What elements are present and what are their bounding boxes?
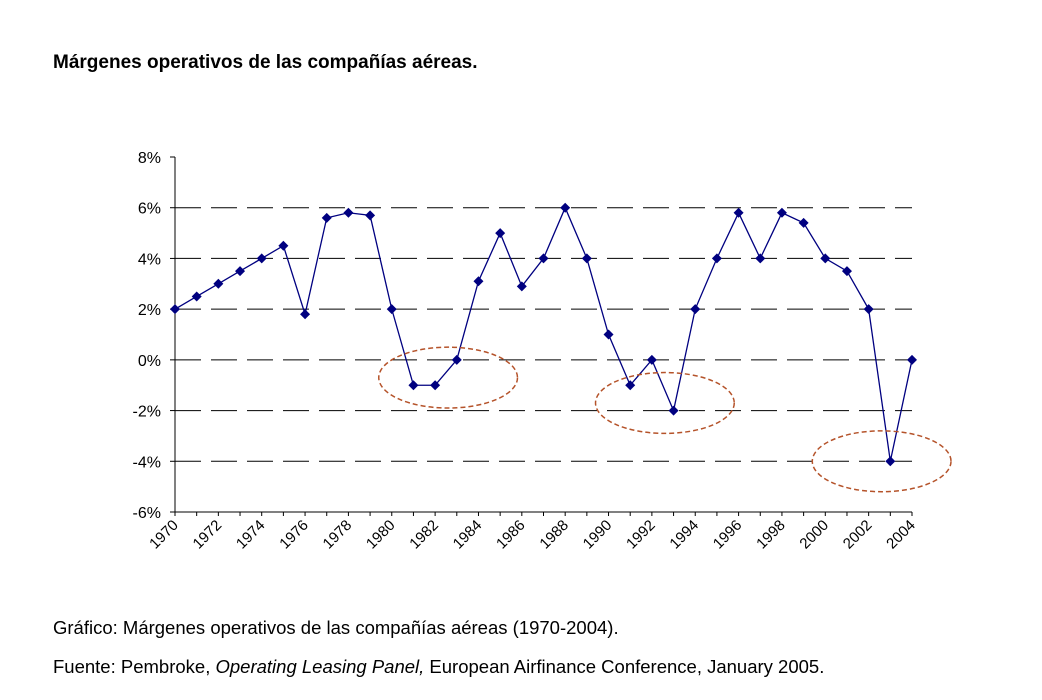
figure-caption: Gráfico: Márgenes operativos de las comp… (53, 617, 619, 638)
x-tick-label: 1982 (406, 517, 442, 553)
data-point (343, 207, 354, 218)
y-tick-label: 8% (138, 150, 161, 167)
data-point (711, 253, 722, 264)
data-point (646, 354, 657, 365)
source-prefix: Fuente: Pembroke, (53, 656, 216, 677)
data-point (321, 212, 332, 223)
x-tick-label: 1972 (190, 517, 226, 553)
data-point (451, 354, 462, 365)
source-italic: Operating Leasing Panel, (215, 656, 425, 677)
data-point (581, 253, 592, 264)
data-point (278, 240, 289, 251)
y-tick-label: -4% (133, 454, 161, 471)
y-tick-labels: 8% 6% 4% 2% 0% -2% -4% -6% (133, 150, 161, 522)
source-suffix: European Airfinance Conference, January … (424, 656, 825, 677)
data-point (170, 304, 180, 315)
source-caption: Fuente: Pembroke, Operating Leasing Pane… (53, 656, 824, 678)
y-tick-label: 6% (138, 201, 161, 218)
data-point (213, 278, 224, 289)
data-point (841, 266, 852, 277)
data-point (473, 276, 484, 287)
highlight-ellipse (811, 430, 952, 493)
x-tick-label: 2000 (797, 517, 833, 553)
x-tick-label: 1990 (580, 517, 616, 553)
x-tick-label: 1992 (623, 517, 659, 553)
data-point (300, 309, 311, 320)
chart-title: Márgenes operativos de las compañías aér… (53, 52, 478, 73)
series (170, 202, 917, 467)
x-tick-label: 1998 (753, 517, 789, 553)
data-point (495, 228, 506, 239)
data-point (191, 291, 202, 302)
data-point (776, 207, 787, 218)
data-point (863, 304, 874, 315)
y-tick-label: -6% (133, 505, 161, 522)
data-point (798, 217, 809, 228)
x-tick-label: 1974 (233, 517, 269, 553)
x-tick-label: 1994 (666, 517, 702, 553)
y-tick-label: 0% (138, 353, 161, 370)
data-point (430, 380, 441, 391)
data-point (365, 210, 376, 221)
data-point (907, 354, 917, 365)
data-point (538, 253, 549, 264)
data-point (820, 253, 831, 264)
x-tick-labels: 1970 1972 1974 1976 1978 1980 1982 1984 1986 1988… (146, 517, 919, 553)
axes (170, 156, 913, 516)
x-tick-label: 1970 (146, 517, 182, 553)
data-point (603, 329, 614, 340)
highlight-ellipse (594, 371, 736, 435)
x-tick-label: 1984 (450, 517, 486, 553)
data-point (625, 380, 636, 391)
data-point (235, 266, 246, 277)
x-tick-label: 2002 (840, 517, 876, 553)
y-tick-label: -2% (133, 404, 161, 421)
data-point (408, 380, 419, 391)
y-tick-label: 2% (138, 302, 161, 319)
data-point (690, 304, 701, 315)
data-point (560, 202, 571, 213)
x-tick-label: 1988 (536, 517, 572, 553)
highlight-ellipse (378, 346, 519, 409)
x-tick-label: 2004 (883, 517, 919, 553)
x-tick-label: 1976 (276, 517, 312, 553)
data-point (386, 304, 397, 315)
x-tick-label: 1978 (320, 517, 356, 553)
annotations (378, 346, 952, 493)
x-tick-label: 1980 (363, 517, 399, 553)
data-point (668, 405, 679, 416)
line-chart: 8% 6% 4% 2% 0% -2% -4% -6% 1970 1972 1974 1976 1978… (133, 150, 952, 553)
data-point (256, 253, 267, 264)
data-point (516, 281, 527, 292)
x-tick-label: 1996 (710, 517, 746, 553)
y-tick-label: 4% (138, 251, 161, 268)
data-point (885, 456, 896, 467)
data-point (733, 207, 744, 218)
data-point (755, 253, 766, 264)
x-tick-label: 1986 (493, 517, 529, 553)
